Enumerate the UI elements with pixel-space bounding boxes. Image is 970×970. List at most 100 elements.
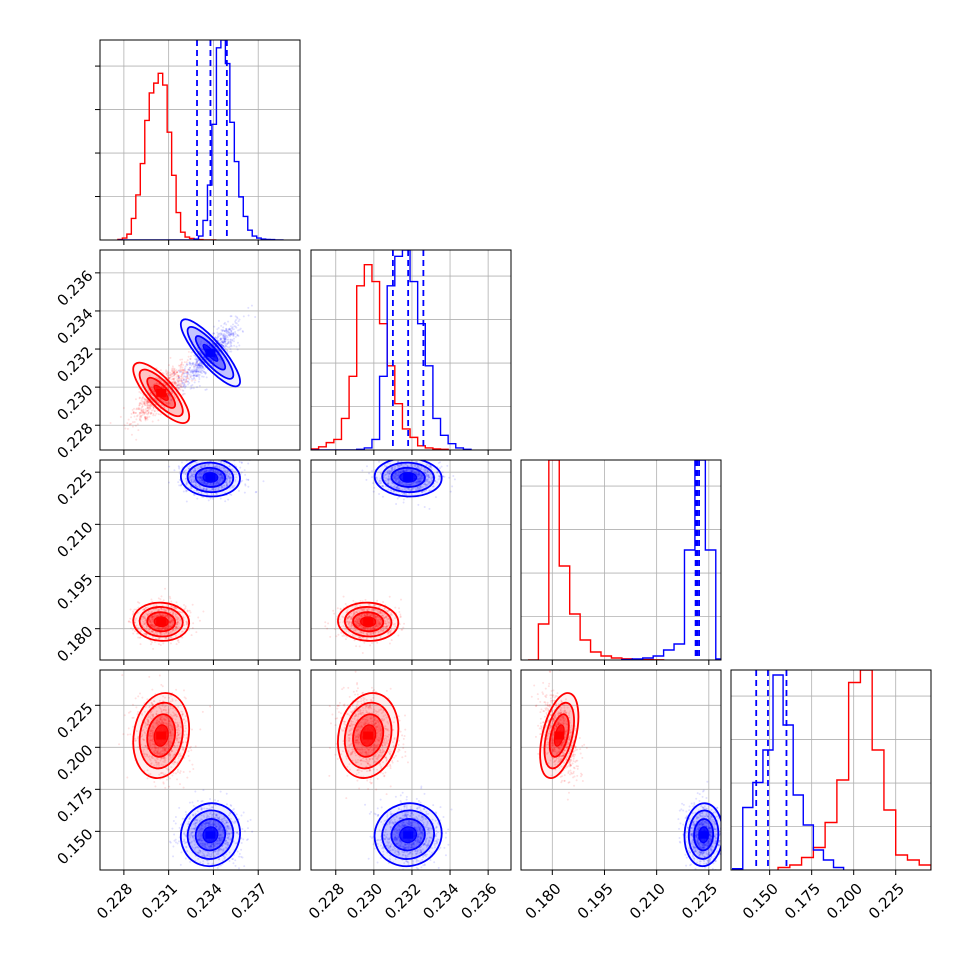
scatter-point [399, 616, 402, 619]
scatter-point [220, 472, 223, 475]
scatter-point [418, 480, 421, 483]
scatter-point [368, 604, 371, 607]
scatter-point [362, 632, 365, 635]
scatter-point [175, 381, 178, 384]
scatter-point [436, 471, 439, 474]
scatter-point [219, 476, 222, 479]
scatter-point [189, 611, 192, 614]
scatter-point [208, 344, 211, 347]
scatter-point [222, 457, 224, 459]
scatter-point [371, 614, 374, 617]
scatter-point [386, 620, 389, 623]
scatter-point [150, 616, 153, 619]
scatter-point [199, 486, 202, 489]
scatter-point [167, 377, 170, 380]
y-tick-label: 0.228 [53, 419, 96, 462]
scatter-point [173, 368, 176, 371]
scatter-point [229, 328, 232, 331]
scatter-point [133, 407, 136, 410]
scatter-point [185, 620, 188, 623]
scatter-point [386, 619, 389, 622]
scatter-point [135, 408, 138, 411]
scatter-point [180, 368, 183, 371]
scatter-point [209, 497, 212, 500]
scatter-point [230, 332, 233, 335]
scatter-point [147, 404, 150, 407]
scatter-point [176, 623, 179, 626]
scatter-point [143, 402, 146, 405]
scatter-point [172, 372, 175, 375]
scatter-point [423, 489, 426, 492]
scatter-point [209, 483, 212, 486]
scatter-point [182, 370, 185, 373]
scatter-point [375, 609, 378, 612]
scatter-point [145, 612, 148, 615]
scatter-point [236, 333, 239, 336]
scatter-point [397, 482, 400, 485]
scatter-point [380, 621, 383, 624]
scatter-point [214, 482, 217, 485]
scatter-point [360, 613, 363, 616]
scatter-point [180, 362, 183, 365]
scatter-point [378, 618, 381, 621]
scatter-point [177, 481, 180, 484]
scatter-point [152, 406, 155, 409]
scatter-point [409, 484, 412, 487]
scatter-point [177, 620, 180, 623]
scatter-point [168, 374, 171, 377]
scatter-point [138, 404, 141, 407]
scatter-point [135, 624, 138, 627]
scatter-point [324, 625, 327, 628]
scatter-point [201, 365, 204, 368]
scatter-point [153, 397, 156, 400]
scatter-point [144, 399, 147, 402]
scatter-point [189, 362, 192, 365]
scatter-point [140, 622, 143, 625]
scatter-point [354, 620, 357, 623]
scatter-point [148, 405, 151, 408]
scatter-point [350, 617, 353, 620]
scatter-point [210, 482, 213, 485]
scatter-point [215, 482, 218, 485]
scatter-point [355, 617, 358, 620]
scatter-point [180, 370, 183, 373]
scatter-point [195, 358, 198, 361]
scatter-point [167, 631, 170, 634]
scatter-point [166, 627, 169, 630]
scatter-point [387, 478, 390, 481]
scatter-point [219, 476, 222, 479]
scatter-point [387, 617, 390, 620]
scatter-point [164, 626, 167, 629]
scatter-point [402, 463, 405, 466]
scatter-point [355, 611, 358, 614]
scatter-point [220, 339, 223, 342]
scatter-point [197, 373, 200, 376]
scatter-point [342, 624, 345, 627]
scatter-point [182, 472, 185, 475]
scatter-point [201, 481, 204, 484]
scatter-group [127, 457, 265, 650]
scatter-group [324, 460, 456, 654]
scatter-point [374, 615, 377, 618]
scatter-point [382, 614, 385, 617]
scatter-point [222, 466, 225, 469]
scatter-point [360, 614, 363, 617]
scatter-point [218, 334, 221, 337]
scatter-point [169, 621, 172, 624]
scatter-point [223, 330, 226, 333]
scatter-point [180, 363, 183, 366]
scatter-point [185, 483, 188, 486]
scatter-point [227, 475, 230, 478]
scatter-point [365, 612, 368, 615]
scatter-point [201, 479, 204, 482]
scatter-point [145, 625, 148, 628]
scatter-point [355, 623, 358, 626]
scatter-point [136, 408, 139, 411]
scatter-point [217, 486, 220, 489]
scatter-point [239, 466, 242, 469]
scatter-point [197, 473, 200, 476]
scatter-point [159, 598, 162, 601]
scatter-point [219, 473, 222, 476]
scatter-point [232, 486, 235, 489]
scatter-point [186, 363, 189, 366]
